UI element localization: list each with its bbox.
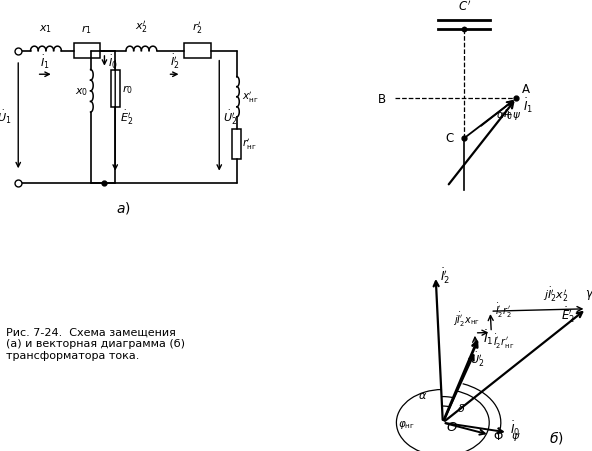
Text: $\dot{I}_2'$: $\dot{I}_2'$ [440,265,450,285]
Text: $j\dot{I}_2'x_2'$: $j\dot{I}_2'x_2'$ [543,285,569,303]
Bar [185,44,211,59]
Text: $\dot{I}_0$: $\dot{I}_0$ [510,419,520,437]
Text: $\dot{\Phi}$: $\dot{\Phi}$ [493,427,503,443]
Bar [111,70,120,108]
Text: $j\dot{I}_2'x_{\rm нг}$: $j\dot{I}_2'x_{\rm нг}$ [453,311,480,329]
Text: A: A [522,83,530,96]
Text: $\dot{I}_0$: $\dot{I}_0$ [108,53,118,70]
Text: $\dot{U}_2'$: $\dot{U}_2'$ [470,350,484,368]
Text: $\dot{E}_2'$: $\dot{E}_2'$ [120,108,133,127]
Text: $r_0$: $r_0$ [122,83,133,96]
Text: $\dot{I}_2'r_{\rm нг}'$: $\dot{I}_2'r_{\rm нг}'$ [493,332,515,350]
Text: $r_1$: $r_1$ [81,23,92,37]
Text: $r_2'$: $r_2'$ [192,20,202,37]
Text: $\dot{I}_1$: $\dot{I}_1$ [523,97,533,115]
Text: $\varphi_{\rm нг}$: $\varphi_{\rm нг}$ [398,418,414,430]
Text: $\alpha\!+\!\psi$: $\alpha\!+\!\psi$ [496,109,522,122]
Text: $x_2'$: $x_2'$ [135,19,148,35]
Text: $\gamma_1$: $\gamma_1$ [584,287,592,301]
Text: $\dot{I}_2'$: $\dot{I}_2'$ [170,53,179,71]
Text: B: B [378,92,386,106]
Text: Рис. 7-24.  Схема замещения
(а) и векторная диаграмма (б)
трансформатора тока.: Рис. 7-24. Схема замещения (а) и векторн… [6,327,185,360]
Text: $r_{\rm нг}'$: $r_{\rm нг}'$ [242,137,257,152]
Text: $\dot{I}_0$: $\dot{I}_0$ [503,105,513,122]
Text: $\dot{I}_2'r_2'$: $\dot{I}_2'r_2'$ [495,302,512,320]
Text: $O$: $O$ [446,420,458,433]
Text: $б)$: $б)$ [549,428,564,445]
Text: $\dot{U}_2'$: $\dot{U}_2'$ [223,108,237,127]
Text: $\alpha$: $\alpha$ [419,391,427,400]
Text: $x_0$: $x_0$ [75,86,89,97]
Text: $x_1$: $x_1$ [40,23,53,35]
Text: $C'$: $C'$ [458,0,471,14]
Text: C: C [446,132,454,145]
Bar [232,129,242,160]
Text: $\dot{E}_2'$: $\dot{E}_2'$ [561,304,575,324]
Bar [73,44,100,59]
Text: $а)$: $а)$ [115,199,130,216]
Text: $\delta$: $\delta$ [457,401,465,413]
Text: $\dot{U}_1$: $\dot{U}_1$ [0,109,11,126]
Text: $x_{\rm нг}'$: $x_{\rm нг}'$ [242,90,259,105]
Text: $\dot{I}_1$: $\dot{I}_1$ [483,327,494,346]
Text: $\dot{I}_1$: $\dot{I}_1$ [40,54,50,71]
Text: $\psi$: $\psi$ [511,430,520,442]
